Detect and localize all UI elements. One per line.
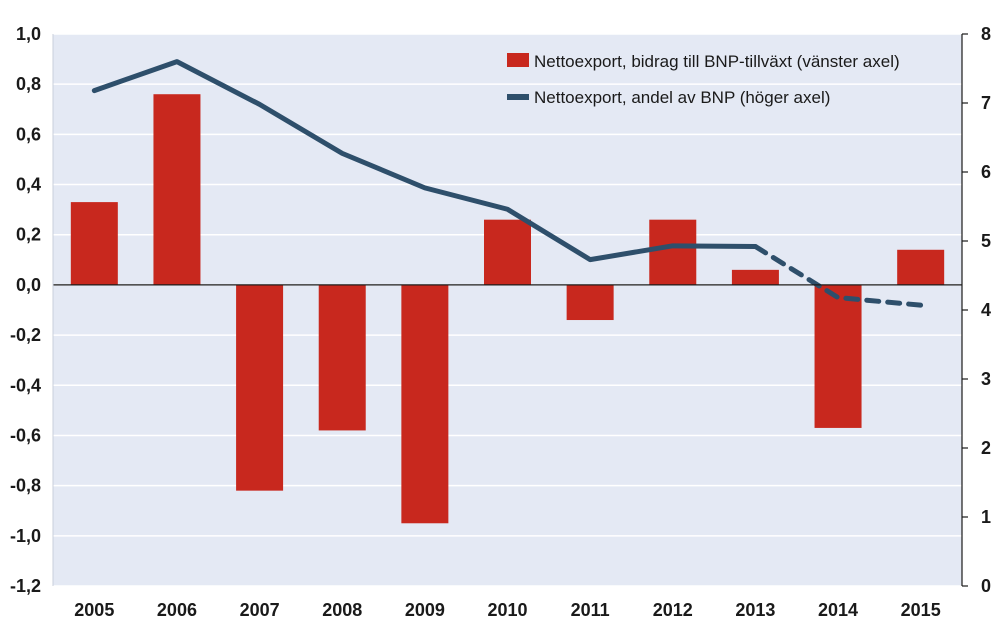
right-tick-label: 8 xyxy=(981,24,991,44)
left-axis-ticks: 1,0 0,8 0,6 0,4 0,2 0,0 -0,2 -0,4 -0,6 -0,8 -1,0 -1… xyxy=(10,24,41,596)
left-tick-label: 0,0 xyxy=(16,275,41,295)
x-tick-label: 2008 xyxy=(322,600,362,620)
right-tick-label: 4 xyxy=(981,300,991,320)
x-tick-label: 2014 xyxy=(818,600,858,620)
left-tick-label: -0,4 xyxy=(10,375,41,395)
legend-label-bar: Nettoexport, bidrag till BNP-tillväxt (v… xyxy=(534,52,900,71)
left-tick-label: -1,0 xyxy=(10,526,41,546)
right-tick-label: 3 xyxy=(981,369,991,389)
line-series xyxy=(91,59,924,308)
left-tick-label: -0,8 xyxy=(10,476,41,496)
bar-2013 xyxy=(731,269,779,285)
bar-2014 xyxy=(814,284,862,428)
right-tick-label: 6 xyxy=(981,162,991,182)
x-tick-label: 2013 xyxy=(735,600,775,620)
bar-2012 xyxy=(649,219,697,285)
legend-label-line: Nettoexport, andel av BNP (höger axel) xyxy=(534,88,830,107)
grid-lines xyxy=(53,33,962,587)
x-tick-label: 2007 xyxy=(240,600,280,620)
bar-2009 xyxy=(401,284,449,524)
bar-2011 xyxy=(566,284,614,321)
left-tick-label: 1,0 xyxy=(16,24,41,44)
x-tick-label: 2010 xyxy=(487,600,527,620)
right-tick-label: 5 xyxy=(981,231,991,251)
left-tick-label: -0,6 xyxy=(10,425,41,445)
bar-2007 xyxy=(236,284,284,491)
x-tick-label: 2009 xyxy=(405,600,445,620)
right-tick-label: 7 xyxy=(981,93,991,113)
left-tick-label: 0,2 xyxy=(16,225,41,245)
bar-2005 xyxy=(70,202,118,285)
bar-2015 xyxy=(897,249,945,285)
x-tick-label: 2012 xyxy=(653,600,693,620)
right-tick-label: 2 xyxy=(981,438,991,458)
left-tick-label: -1,2 xyxy=(10,576,41,596)
bar-series xyxy=(70,94,945,524)
plot-background xyxy=(53,34,962,586)
axes xyxy=(52,33,968,587)
x-axis-ticks: 2005 2006 2007 2008 2009 2010 2011 2012 2013 2014… xyxy=(74,600,940,620)
x-tick-label: 2006 xyxy=(157,600,197,620)
x-tick-label: 2011 xyxy=(571,600,610,620)
legend-swatch-bar xyxy=(507,53,529,67)
right-tick-label: 1 xyxy=(981,507,991,527)
right-axis-ticks: 8 7 6 5 4 3 2 1 0 xyxy=(981,24,991,596)
left-tick-label: 0,4 xyxy=(16,175,41,195)
left-tick-label: 0,8 xyxy=(16,74,41,94)
x-tick-label: 2005 xyxy=(74,600,114,620)
bar-2006 xyxy=(153,94,201,285)
left-tick-label: 0,6 xyxy=(16,124,41,144)
bar-2010 xyxy=(484,219,531,285)
legend: Nettoexport, bidrag till BNP-tillväxt (v… xyxy=(507,52,900,107)
left-tick-label: -0,2 xyxy=(10,325,41,345)
x-tick-label: 2015 xyxy=(901,600,941,620)
bar-2008 xyxy=(318,284,366,431)
right-tick-label: 0 xyxy=(981,576,991,596)
